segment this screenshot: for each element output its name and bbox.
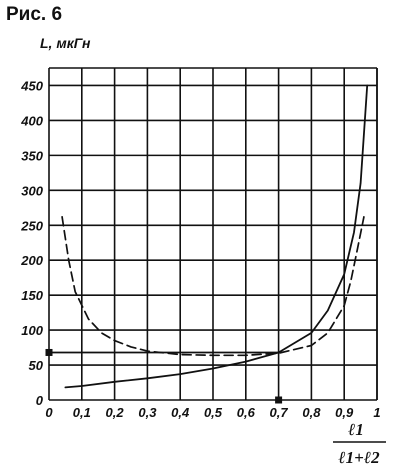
y-tick-label-8: 400 xyxy=(20,113,43,128)
y-tick-label-1: 50 xyxy=(29,358,44,373)
marker-layer xyxy=(45,348,283,404)
series-layer xyxy=(48,84,369,389)
x-tick-label-1: 0,1 xyxy=(73,405,91,420)
x-tick-label-3: 0,3 xyxy=(138,405,157,420)
grid xyxy=(48,67,378,401)
x-tick-label-8: 0,8 xyxy=(302,405,321,420)
y-tick-labels: 0 50 100 150 200 250 300 350 400 450 xyxy=(20,78,43,408)
y-tick-label-0: 0 xyxy=(36,393,44,408)
series-line-0-solid xyxy=(64,84,369,389)
x-axis-label: ℓ1 ℓ1+ℓ2 xyxy=(333,420,386,467)
y-tick-label-3: 150 xyxy=(21,288,43,303)
x-tick-label-0: 0 xyxy=(45,405,53,420)
x-tick-label-9: 0,9 xyxy=(335,405,354,420)
x-tick-label-5: 0,5 xyxy=(204,405,223,420)
figure-title: Рис. 6 xyxy=(6,4,63,25)
x-tick-label-4: 0,4 xyxy=(171,405,190,420)
y-tick-label-2: 100 xyxy=(21,323,43,338)
x-axis-label-numerator: ℓ1 xyxy=(348,420,364,439)
x-tick-label-7: 0,7 xyxy=(270,405,289,420)
x-tick-label-2: 0,2 xyxy=(106,405,125,420)
y-tick-label-7: 350 xyxy=(21,148,43,163)
series-line-1-dashed xyxy=(61,216,365,357)
data-marker-1 xyxy=(275,396,283,404)
y-tick-label-4: 200 xyxy=(20,253,43,268)
x-tick-label-6: 0,6 xyxy=(237,405,256,420)
data-marker-0 xyxy=(45,348,53,356)
y-tick-label-6: 300 xyxy=(21,183,43,198)
y-tick-label-5: 250 xyxy=(20,218,43,233)
y-axis-label: L, мкГн xyxy=(40,35,91,51)
x-axis-label-denominator: ℓ1+ℓ2 xyxy=(338,448,380,467)
x-tick-label-10: 1 xyxy=(373,405,380,420)
y-tick-label-9: 450 xyxy=(20,78,43,93)
x-tick-labels: 0 0,1 0,2 0,3 0,4 0,5 0,6 0,7 0,8 0,9 1 xyxy=(45,405,380,420)
